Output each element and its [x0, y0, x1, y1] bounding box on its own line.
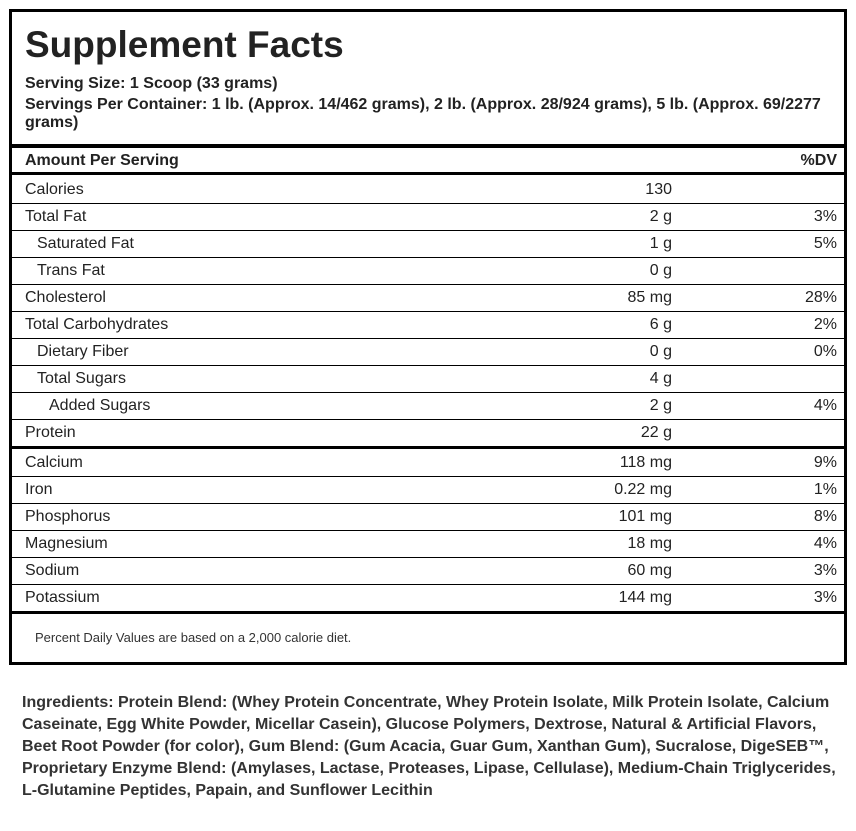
panel-title: Supplement Facts	[25, 24, 344, 65]
mineral-dv: 4%	[813, 535, 837, 552]
mineral-label: Iron	[25, 481, 53, 498]
nutrient-label: Total Fat	[25, 208, 87, 225]
mineral-row-calcium: Calcium 118 mg 9%	[12, 450, 844, 477]
nutrient-label: Trans Fat	[37, 262, 105, 279]
mineral-dv: 1%	[813, 481, 837, 498]
amount-per-serving-header: Amount Per Serving %DV	[12, 148, 844, 175]
mineral-amount: 18 mg	[627, 535, 672, 552]
nutrient-row-total-carbohydrates: Total Carbohydrates 6 g 2%	[12, 312, 844, 339]
nutrient-amount: 1 g	[649, 235, 672, 252]
nutrient-amount: 2 g	[649, 397, 672, 414]
ingredients-text: Ingredients: Protein Blend: (Whey Protei…	[22, 694, 836, 799]
nutrient-label: Total Carbohydrates	[25, 316, 169, 333]
mineral-amount: 101 mg	[618, 508, 672, 525]
mineral-row-iron: Iron 0.22 mg 1%	[12, 477, 844, 504]
nutrient-amount: 4 g	[649, 370, 672, 387]
mineral-amount: 144 mg	[618, 589, 672, 606]
nutrient-dv: 3%	[813, 208, 837, 225]
nutrient-dv: 0%	[813, 343, 837, 360]
mineral-label: Phosphorus	[25, 508, 111, 525]
mineral-label: Calcium	[25, 454, 83, 471]
nutrient-label: Total Sugars	[37, 370, 126, 387]
mineral-row-phosphorus: Phosphorus 101 mg 8%	[12, 504, 844, 531]
mineral-label: Potassium	[25, 589, 100, 606]
mineral-row-sodium: Sodium 60 mg 3%	[12, 558, 844, 585]
nutrient-row-saturated-fat: Saturated Fat 1 g 5%	[12, 231, 844, 258]
nutrient-amount: 0 g	[649, 343, 672, 360]
nutrient-row-added-sugars: Added Sugars 2 g 4%	[12, 393, 844, 420]
nutrient-amount: 6 g	[649, 316, 672, 333]
nutrient-row-dietary-fiber: Dietary Fiber 0 g 0%	[12, 339, 844, 366]
nutrient-dv: 28%	[804, 289, 837, 306]
mineral-dv: 9%	[813, 454, 837, 471]
mineral-dv: 8%	[813, 508, 837, 525]
nutrient-label: Saturated Fat	[37, 235, 134, 252]
dv-header-label: %DV	[800, 152, 837, 169]
mineral-amount: 60 mg	[627, 562, 672, 579]
mineral-dv: 3%	[813, 589, 837, 606]
nutrient-label: Added Sugars	[49, 397, 151, 414]
nutrient-label: Dietary Fiber	[37, 343, 129, 360]
nutrient-label: Protein	[25, 424, 76, 441]
nutrient-amount: 0 g	[649, 262, 672, 279]
mineral-label: Magnesium	[25, 535, 108, 552]
mineral-label: Sodium	[25, 562, 80, 579]
nutrient-row-total-sugars: Total Sugars 4 g	[12, 366, 844, 393]
daily-value-footnote: Percent Daily Values are based on a 2,00…	[35, 630, 352, 645]
servings-per-container: Servings Per Container: 1 lb. (Approx. 1…	[25, 96, 821, 131]
nutrient-amount: 22 g	[640, 424, 672, 441]
mineral-amount: 0.22 mg	[614, 481, 672, 498]
amount-per-serving-label: Amount Per Serving	[25, 152, 179, 169]
supplement-facts-panel: Supplement Facts Serving Size: 1 Scoop (…	[9, 9, 847, 665]
nutrient-row-calories: Calories 130	[12, 177, 844, 204]
mineral-dv: 3%	[813, 562, 837, 579]
nutrient-row-trans-fat: Trans Fat 0 g	[12, 258, 844, 285]
mineral-amount: 118 mg	[619, 454, 672, 471]
nutrient-amount: 130	[645, 181, 672, 198]
nutrient-row-total-fat: Total Fat 2 g 3%	[12, 204, 844, 231]
nutrient-dv: 4%	[813, 397, 837, 414]
nutrient-dv: 5%	[813, 235, 837, 252]
nutrient-label: Cholesterol	[25, 289, 106, 306]
nutrient-amount: 85 mg	[627, 289, 672, 306]
nutrient-dv: 2%	[813, 316, 837, 333]
mineral-row-magnesium: Magnesium 18 mg 4%	[12, 531, 844, 558]
serving-size: Serving Size: 1 Scoop (33 grams)	[25, 75, 278, 92]
mineral-row-potassium: Potassium 144 mg 3%	[12, 585, 844, 614]
nutrient-row-protein: Protein 22 g	[12, 420, 844, 449]
nutrient-amount: 2 g	[649, 208, 672, 225]
facts-header: Supplement Facts Serving Size: 1 Scoop (…	[12, 12, 844, 148]
nutrient-label: Calories	[25, 181, 84, 198]
nutrient-row-cholesterol: Cholesterol 85 mg 28%	[12, 285, 844, 312]
